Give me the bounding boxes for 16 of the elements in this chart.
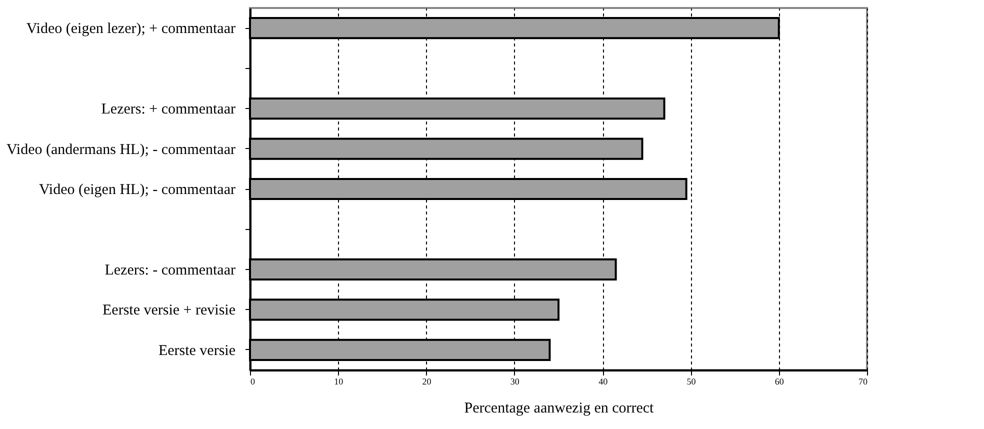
x-tick-label: 20 <box>422 376 432 386</box>
y-tick-label: Video (eigen lezer); + commentaar <box>26 21 236 38</box>
x-tick-label: 60 <box>774 376 784 386</box>
y-tick-label: Lezers: + commentaar <box>101 102 236 118</box>
x-tick-label: 30 <box>510 376 520 386</box>
x-tick-label: 0 <box>250 376 256 386</box>
y-tick-label: Eerste versie <box>158 342 236 359</box>
y-tick-label: Video (eigen HL); - commentaar <box>38 182 236 198</box>
x-tick-label: 40 <box>598 376 608 386</box>
y-tick-label: Video (andermans HL); - commentaar <box>6 142 236 158</box>
x-tick-label: 70 <box>858 376 868 386</box>
x-tick-label: 50 <box>686 376 696 386</box>
x-axis-title: Percentage aanwezig en correct <box>464 400 655 416</box>
y-tick-label: Eerste versie + revisie <box>102 302 236 319</box>
y-tick-label: Lezers: - commentaar <box>104 262 236 278</box>
x-tick-label: 10 <box>334 376 344 386</box>
